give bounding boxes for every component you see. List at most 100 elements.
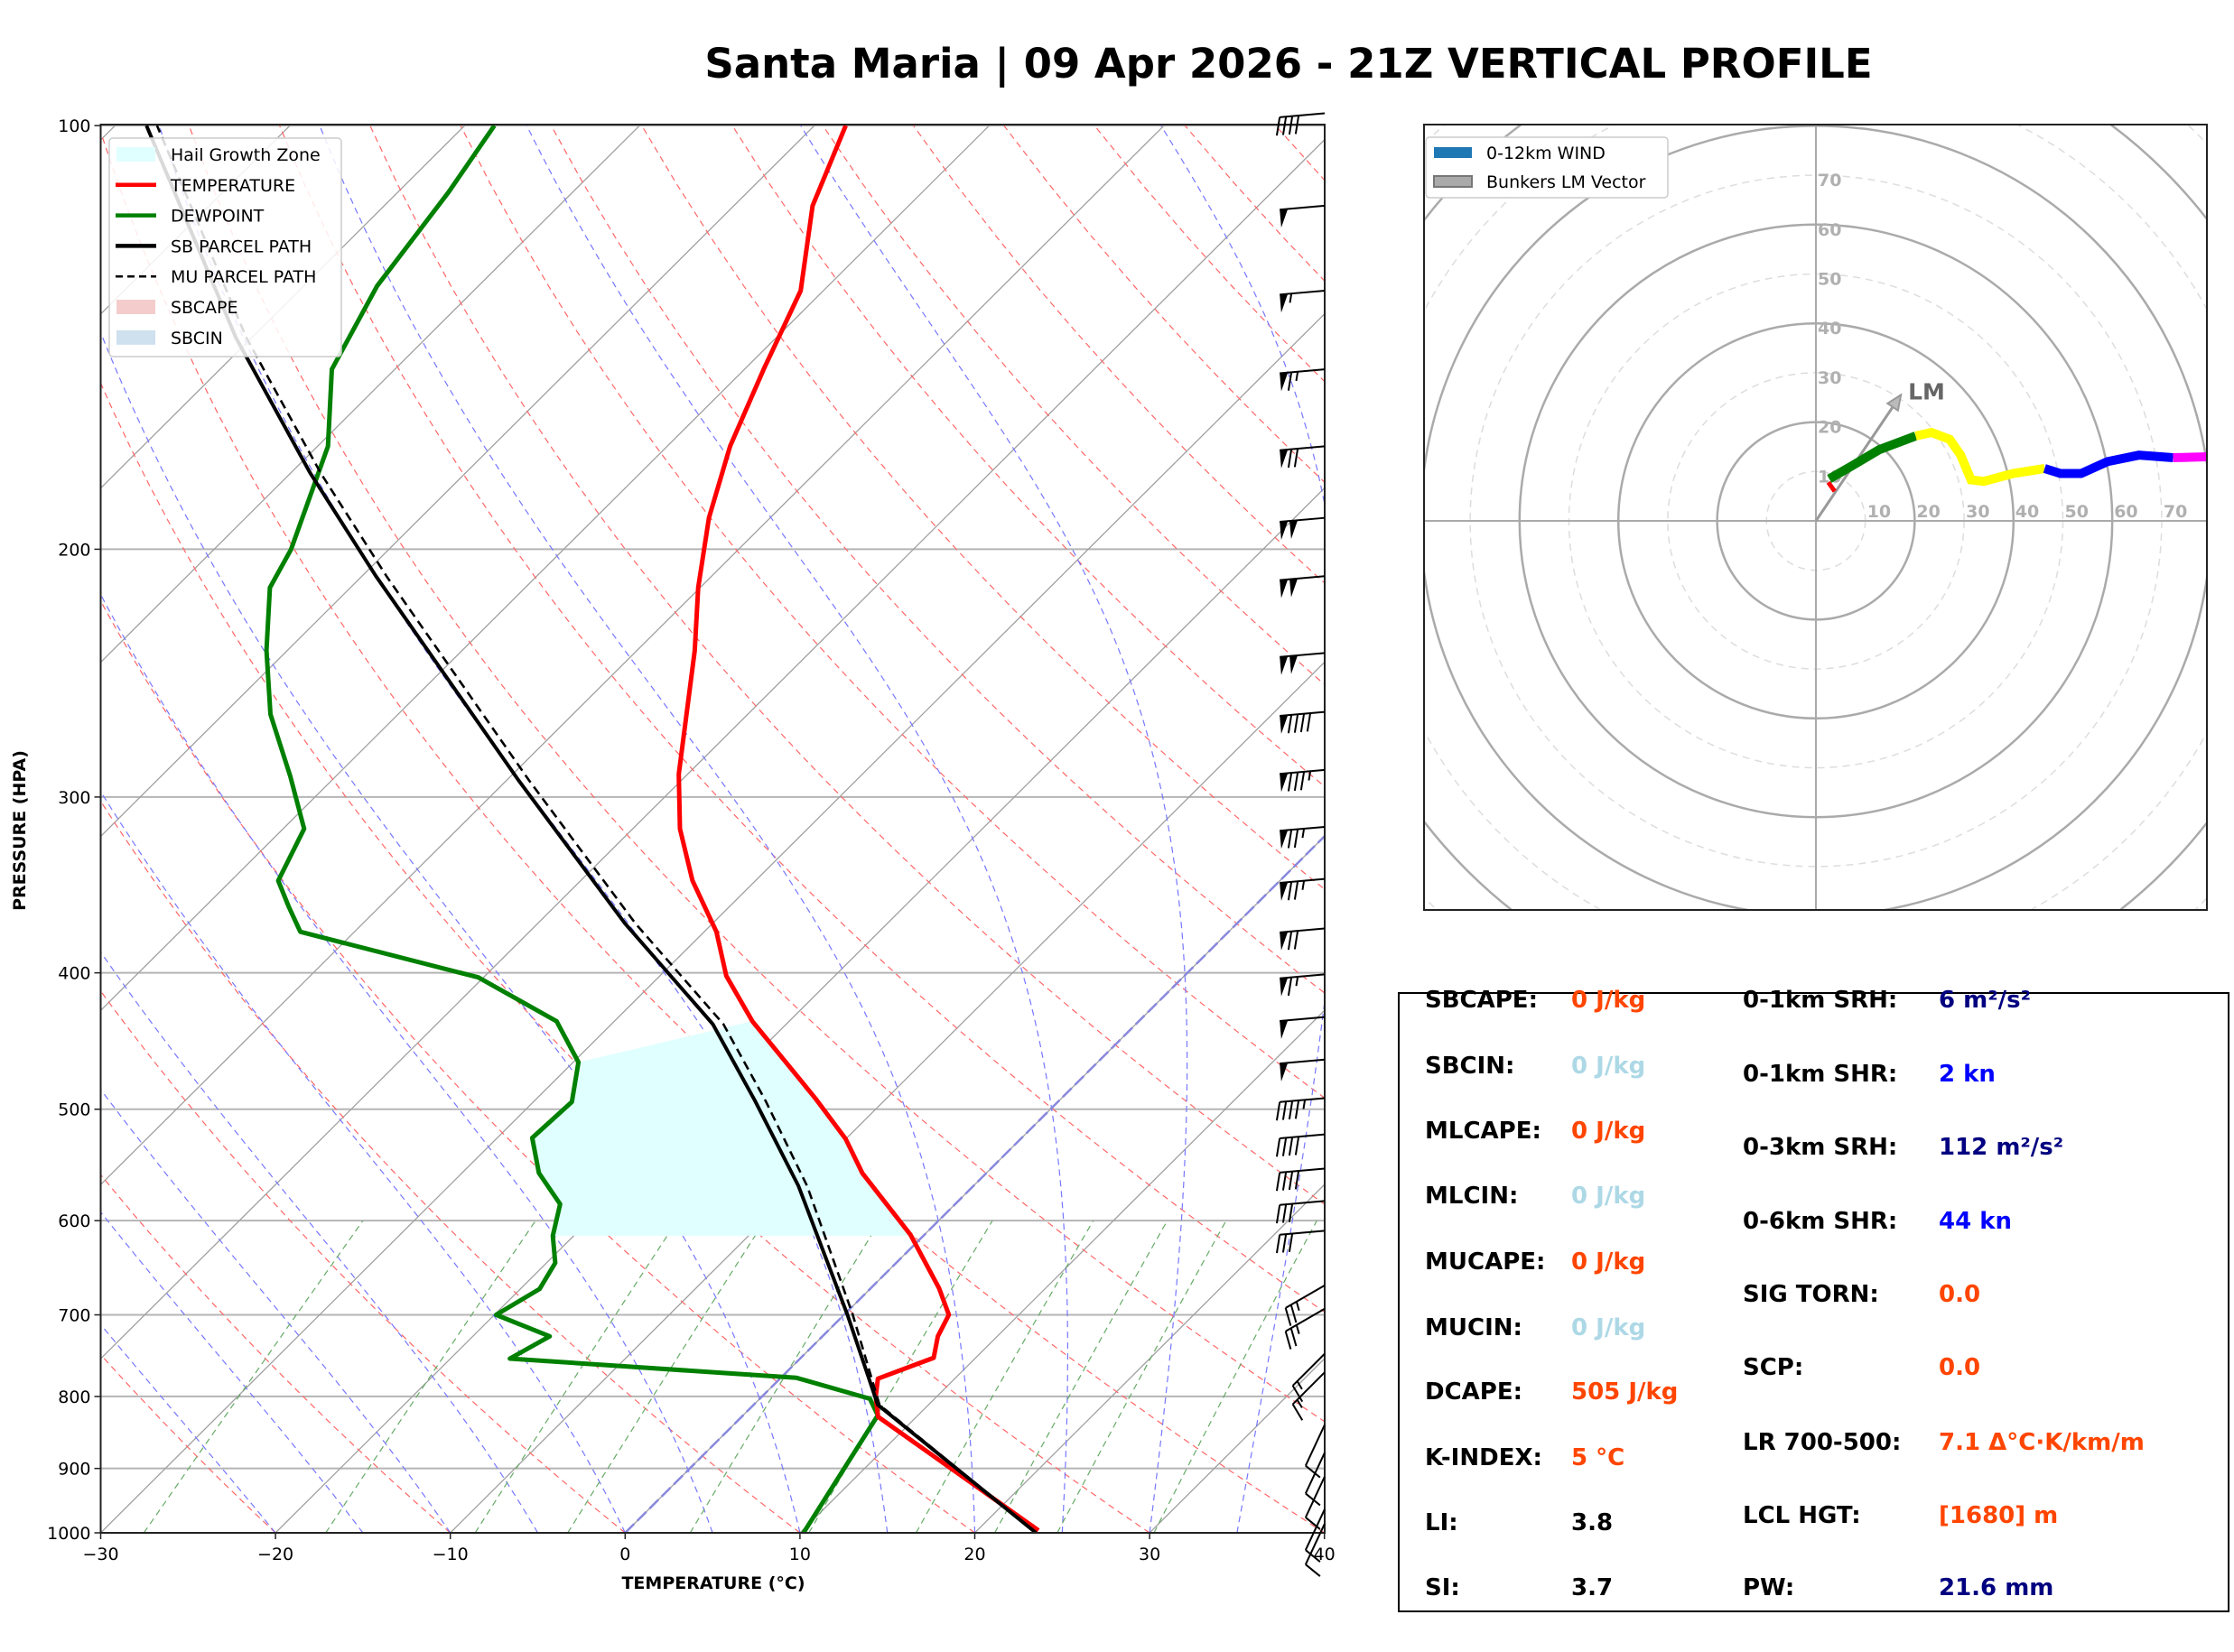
y-tick-label: 200 [58,540,90,560]
mixing-ratio-line [1153,1220,1317,1533]
wind-barb [1291,1371,1326,1421]
wind-barb [1280,973,1326,997]
barb-full [1294,1100,1300,1119]
dry-adiabat [188,125,1325,1423]
barb-flag [1289,654,1299,674]
wind-barb [1275,1230,1326,1254]
barb-full [1294,1136,1300,1155]
barb-full [1275,1234,1281,1254]
barb-half [1302,1100,1307,1109]
moist-adiabat [319,125,976,1533]
wind-barb [1280,1016,1326,1039]
legend-label: SBCAPE [171,298,238,318]
moist-adiabat [100,593,713,1533]
legend-label: SB PARCEL PATH [171,237,312,256]
hodograph-u-ring-label: 30 [1966,502,1989,522]
barb-flag [1280,882,1289,901]
hodograph-u-ring-label: 70 [2164,502,2187,522]
skew-t-profiles [144,125,1040,1533]
barb-flag [1280,293,1289,313]
hodograph-u-ring-label: 10 [1867,502,1891,522]
index-value: [1680] m [1939,1502,2059,1529]
wind-barb [1280,516,1326,540]
barb-full [1284,1331,1292,1350]
barb-full [1288,1203,1294,1223]
barb-full [1299,771,1306,791]
legend-label: SBCIN [171,329,223,348]
mixing-ratio-line [143,1220,364,1533]
mu-parcel-path-line [155,125,1038,1533]
barb-full [1275,1172,1281,1192]
hail-growth-zone [532,1021,911,1236]
barb-flag [1280,773,1289,793]
barb-full [1294,1170,1300,1190]
wind-barb [1280,768,1326,793]
isotherm [100,125,466,489]
index-value: 0 J/kg [1571,1314,1646,1341]
index-label: LI: [1425,1509,1458,1536]
index-value: 44 kn [1939,1208,2013,1235]
barb-full [1293,714,1299,733]
barb-flag [1280,932,1289,951]
y-tick-label: 600 [58,1211,90,1231]
barb-full [1289,1327,1298,1347]
index-value: 0 J/kg [1571,987,1646,1014]
index-label: MLCAPE: [1425,1118,1541,1145]
barb-flag [1280,830,1289,849]
freezing-isotherm [624,834,1325,1533]
hodograph-v-ring-label: 40 [1818,319,1841,339]
barb-full [1291,1385,1304,1403]
wind-barb [1284,1307,1326,1350]
index-label: MUCIN: [1425,1314,1522,1341]
mixing-ratio-line [689,1220,881,1533]
wind-barbs [1275,112,1326,1577]
index-value: 0.0 [1939,1281,1981,1308]
isotherm [100,125,815,838]
barb-full [1287,931,1293,951]
barb-full [1305,1564,1321,1577]
barb-full [1294,115,1300,135]
index-label: LR 700-500: [1743,1429,1902,1456]
barb-full [1287,830,1293,849]
wind-barb [1304,1424,1326,1479]
barb-full [1281,1137,1288,1156]
hodograph-segment [2043,450,2173,478]
index-value: 0.0 [1939,1354,1981,1381]
mixing-ratio-line [325,1220,536,1533]
index-value: 2 kn [1939,1061,1996,1088]
wind-barb [1275,1097,1326,1121]
index-label: 0-3km SRH: [1743,1134,1898,1161]
moist-adiabat [800,125,1188,1533]
x-tick-label: 30 [1139,1545,1160,1564]
index-label: SI: [1425,1574,1460,1601]
wind-barb [1291,1352,1326,1403]
dry-adiabat [369,125,1325,1205]
legend-label: Hail Growth Zone [171,145,321,165]
isotherm [100,125,640,664]
dry-adiabat [550,125,1325,994]
barb-flag [1280,655,1289,675]
y-tick-label: 500 [58,1100,90,1120]
legend-box [108,137,342,357]
barb-full [1275,116,1281,136]
index-label: 0-1km SHR: [1743,1061,1898,1088]
hodograph-u-ring-label: 20 [1916,502,1940,522]
barb-full [1275,1101,1281,1121]
wind-barb [1304,1523,1326,1577]
x-tick-label: 40 [1314,1545,1336,1564]
wind-barb [1275,1133,1326,1157]
index-value: 0 J/kg [1571,1183,1646,1210]
wind-barb [1280,289,1326,313]
barb-full [1281,1233,1288,1253]
dry-adiabat [100,1353,276,1533]
barb-full [1293,829,1299,849]
barb-full [1281,1172,1288,1191]
y-tick-label: 800 [58,1387,90,1407]
barb-full [1293,930,1299,950]
legend-label: Bunkers LM Vector [1486,172,1646,192]
isotherm [799,1009,1325,1533]
y-tick-label: 700 [58,1306,90,1326]
wind-barb [1280,825,1326,849]
legend-swatch [116,300,155,314]
mixing-ratio-line [1056,1220,1227,1533]
